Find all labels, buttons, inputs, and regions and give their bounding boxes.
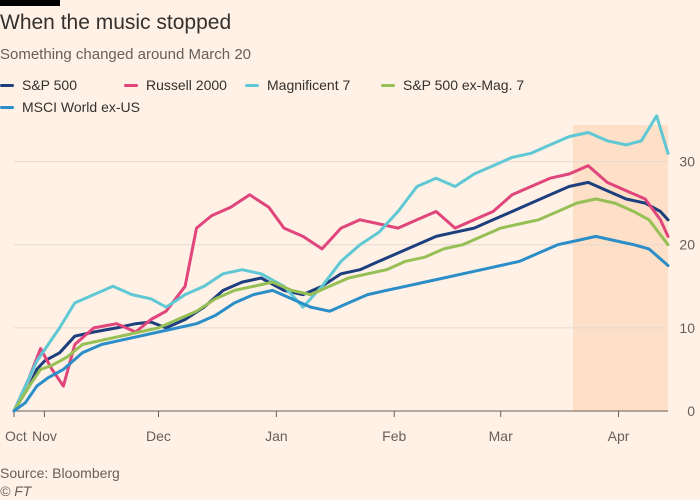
series-line-s-p-500 [12, 180, 670, 413]
legend-swatch-msci-world [0, 105, 14, 109]
series-line-russell-2000 [12, 164, 670, 413]
y-tick-label: 30 [679, 154, 695, 170]
source-note: Source: Bloomberg [0, 465, 120, 481]
x-tick-label: Nov [32, 428, 57, 444]
legend-swatch-magnificent7 [245, 83, 259, 87]
legend-item-msci-world: MSCI World ex-US [0, 99, 140, 115]
ft-top-bar [0, 0, 60, 6]
y-tick-label: 20 [679, 237, 695, 253]
legend-item-sp500-ex-mag7: S&P 500 ex-Mag. 7 [381, 77, 524, 93]
x-tick-label: Jan [265, 428, 288, 444]
legend-label-msci-world: MSCI World ex-US [22, 99, 140, 115]
y-tick-label: 10 [679, 320, 695, 336]
legend-swatch-sp500-ex-mag7 [381, 83, 395, 87]
y-tick-label: 0 [687, 403, 695, 419]
chart-title: When the music stopped [0, 11, 232, 34]
legend-label-sp500-ex-mag7: S&P 500 ex-Mag. 7 [403, 77, 525, 93]
x-tick-label: Mar [489, 428, 513, 444]
ft-credit: © FT [0, 483, 32, 499]
legend-item-sp500: S&P 500 [0, 77, 77, 93]
legend-label-russell2000: Russell 2000 [146, 77, 227, 93]
legend-label-magnificent7: Magnificent 7 [267, 77, 351, 93]
x-tick-label: Dec [146, 428, 171, 444]
x-tick-label: Feb [382, 428, 406, 444]
highlight-band [572, 125, 668, 411]
legend-item-magnificent7: Magnificent 7 [245, 77, 350, 93]
series-line-magnificent-7 [12, 114, 670, 413]
series-line-msci-world-ex-us [12, 234, 670, 413]
legend-swatch-russell2000 [124, 83, 138, 87]
x-tick-label: Oct [5, 428, 27, 444]
chart-subtitle: Something changed around March 20 [0, 46, 252, 63]
legend-label-sp500: S&P 500 [22, 77, 78, 93]
x-tick-label: Apr [608, 428, 630, 444]
legend-swatch-sp500 [0, 83, 14, 87]
legend-item-russell2000: Russell 2000 [124, 77, 227, 93]
series-line-s-p-500-ex-mag-7 [12, 197, 670, 413]
